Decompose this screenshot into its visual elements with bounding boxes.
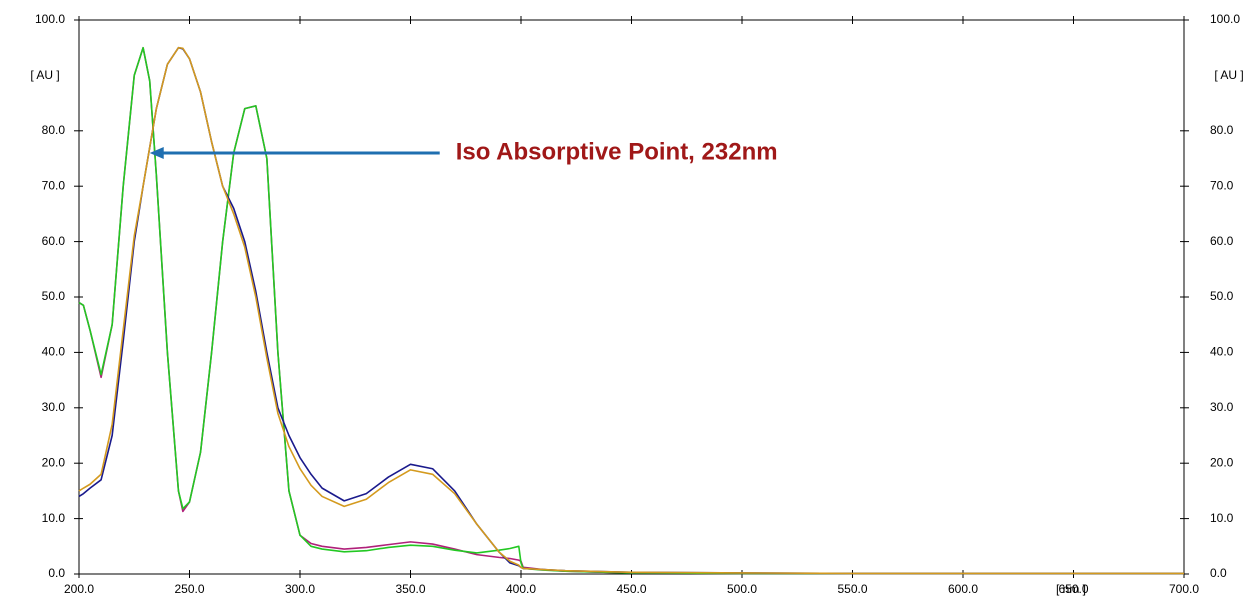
y-tick-label: 70.0 xyxy=(42,178,66,192)
annotation-arrowhead xyxy=(149,146,164,159)
y-tick-label: 100.0 xyxy=(35,12,65,26)
spectrum-line xyxy=(78,46,1184,575)
x-tick-label: 350.0 xyxy=(395,582,425,596)
y2-tick-label: 30.0 xyxy=(1210,400,1234,414)
x-tick-label: 500.0 xyxy=(727,582,757,596)
x-tick-label: 700.0 xyxy=(1169,582,1199,596)
y2-tick-label: 20.0 xyxy=(1210,455,1234,469)
y-tick-label: 30.0 xyxy=(42,400,66,414)
x-tick-label: 550.0 xyxy=(837,582,867,596)
y-tick-label: 40.0 xyxy=(42,345,66,359)
y2-tick-label: 100.0 xyxy=(1210,12,1240,26)
y2-tick-label: 0.0 xyxy=(1210,566,1227,580)
spectrum-line xyxy=(78,46,1184,575)
y-tick-label: 60.0 xyxy=(42,234,66,248)
x-tick-label: 250.0 xyxy=(174,582,204,596)
y2-tick-label: 10.0 xyxy=(1210,511,1234,525)
y-axis-label: [ AU ] xyxy=(30,68,59,82)
y2-tick-label: 40.0 xyxy=(1210,345,1234,359)
y-tick-label: 0.0 xyxy=(48,566,65,580)
x-axis-label: [ nm ] xyxy=(1056,582,1086,596)
plot-frame xyxy=(78,19,1185,575)
y2-tick-label: 60.0 xyxy=(1210,234,1234,248)
y2-tick-label: 70.0 xyxy=(1210,178,1234,192)
y-tick-label: 80.0 xyxy=(42,123,66,137)
y-tick-label: 10.0 xyxy=(42,511,66,525)
spectrum-line xyxy=(78,46,1184,575)
spectrum-line xyxy=(78,46,1184,575)
x-tick-label: 300.0 xyxy=(285,582,315,596)
x-tick-label: 200.0 xyxy=(64,582,94,596)
x-tick-label: 450.0 xyxy=(616,582,646,596)
x-tick-label: 600.0 xyxy=(948,582,978,596)
x-tick-label: 650.0 xyxy=(1058,582,1088,596)
annotation-text: Iso Absorptive Point, 232nm xyxy=(456,138,778,165)
y2-axis-label: [ AU ] xyxy=(1214,68,1243,82)
x-tick-label: 400.0 xyxy=(506,582,536,596)
y2-tick-label: 80.0 xyxy=(1210,123,1234,137)
y-tick-label: 20.0 xyxy=(42,455,66,469)
y-tick-label: 50.0 xyxy=(42,289,66,303)
y2-tick-label: 50.0 xyxy=(1210,289,1234,303)
